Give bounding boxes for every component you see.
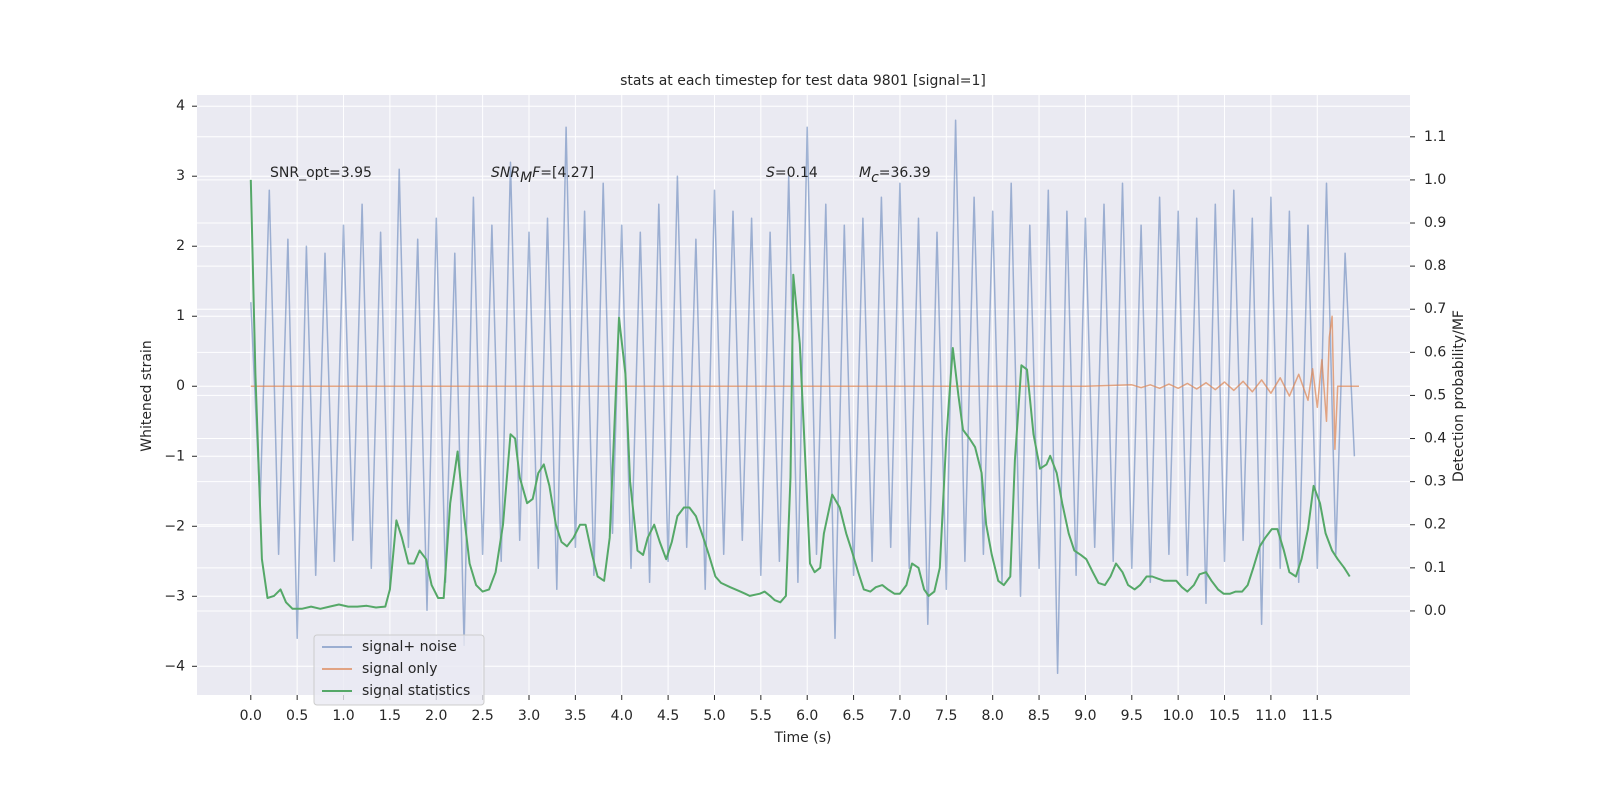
annotation-part: S bbox=[766, 165, 775, 181]
series-line bbox=[250, 315, 1359, 451]
x-tick-label: 8.5 bbox=[1028, 708, 1050, 724]
y2-tick-label: 0.3 bbox=[1424, 474, 1446, 490]
legend-box bbox=[313, 634, 485, 706]
annotation-part: SNR bbox=[491, 165, 520, 181]
x-tick-label: 3.5 bbox=[564, 708, 586, 724]
annotation-part: F bbox=[532, 165, 541, 181]
x-tick-label: 1.5 bbox=[379, 708, 401, 724]
x-tick-label: 6.0 bbox=[796, 708, 818, 724]
marks bbox=[249, 119, 1359, 675]
x-tick-label: 7.5 bbox=[935, 708, 957, 724]
y-tick-label: −3 bbox=[164, 588, 185, 604]
legend-label: signal statistics bbox=[362, 683, 470, 699]
annotation-part: M bbox=[859, 165, 871, 181]
y-tick-label: −1 bbox=[164, 448, 185, 464]
annotation: S=0.14 bbox=[766, 165, 818, 181]
series-line bbox=[249, 179, 1351, 610]
x-tick-label: 9.0 bbox=[1074, 708, 1096, 724]
y-tick-label: −2 bbox=[164, 518, 185, 534]
annotation: Mc=36.39 bbox=[859, 165, 931, 186]
y-tick-label: 4 bbox=[176, 98, 185, 114]
x-tick-label: 1.0 bbox=[332, 708, 354, 724]
x-tick-label: 3.0 bbox=[518, 708, 540, 724]
x-tick-label: 8.0 bbox=[982, 708, 1004, 724]
x-tick-label: 2.5 bbox=[471, 708, 493, 724]
y2-tick-label: 0.0 bbox=[1424, 603, 1446, 619]
y2-tick-label: 0.7 bbox=[1424, 301, 1446, 317]
x-tick-label: 10.5 bbox=[1209, 708, 1240, 724]
legend-label: signal+ noise bbox=[362, 639, 457, 655]
annotation-part: M bbox=[520, 170, 532, 186]
y-tick-label: −4 bbox=[164, 658, 185, 674]
annotation-part: c bbox=[871, 170, 879, 186]
y2-tick-label: 1.1 bbox=[1424, 129, 1446, 145]
x-axis-label: Time (s) bbox=[774, 730, 832, 746]
y-tick-label: 2 bbox=[176, 238, 185, 254]
chart-title: stats at each timestep for test data 980… bbox=[620, 73, 986, 89]
legend-label: signal only bbox=[362, 661, 437, 677]
x-tick-label: 2.0 bbox=[425, 708, 447, 724]
x-tick-label: 10.0 bbox=[1163, 708, 1194, 724]
annotation-part: =0.14 bbox=[775, 165, 818, 181]
x-tick-label: 0.5 bbox=[286, 708, 308, 724]
annotation-part: =36.39 bbox=[879, 165, 931, 181]
x-tick-label: 0.0 bbox=[240, 708, 262, 724]
x-tick-label: 7.0 bbox=[889, 708, 911, 724]
series-line bbox=[250, 119, 1356, 675]
x-tick-label: 5.5 bbox=[750, 708, 772, 724]
x-tick-label: 9.5 bbox=[1121, 708, 1143, 724]
y2-tick-label: 0.8 bbox=[1424, 258, 1446, 274]
x-tick-label: 11.5 bbox=[1302, 708, 1333, 724]
y2-tick-label: 0.5 bbox=[1424, 387, 1446, 403]
y-tick-label: 0 bbox=[176, 378, 185, 394]
y2-tick-label: 0.4 bbox=[1424, 431, 1446, 447]
x-tick-label: 6.5 bbox=[842, 708, 864, 724]
y2-tick-label: 0.2 bbox=[1424, 517, 1446, 533]
labels: 0.0 0.5 1.0 1.5 2.0 2.5 3.0 3.5 4.0 4.5 5.0 5.5 6.0 6… bbox=[164, 98, 1446, 724]
x-tick-label: 5.0 bbox=[703, 708, 725, 724]
y-tick-label: 1 bbox=[176, 308, 185, 324]
y2-tick-label: 1.0 bbox=[1424, 172, 1446, 188]
annotation: SNRMF=[4.27] bbox=[491, 165, 594, 186]
x-tick-label: 11.0 bbox=[1255, 708, 1286, 724]
y2-tick-label: 0.1 bbox=[1424, 560, 1446, 576]
y-axis-label: Whitened strain bbox=[139, 340, 155, 451]
annotation: SNR_opt=3.95 bbox=[270, 165, 372, 181]
x-tick-label: 4.5 bbox=[657, 708, 679, 724]
legend: signal+ noise signal only signal statistic… bbox=[313, 634, 485, 706]
y2-tick-label: 0.6 bbox=[1424, 344, 1446, 360]
y-tick-label: 3 bbox=[176, 168, 185, 184]
y2-tick-label: 0.9 bbox=[1424, 215, 1446, 231]
annotation-part: =[4.27] bbox=[540, 165, 594, 181]
x-tick-label: 4.0 bbox=[611, 708, 633, 724]
annotation-part: SNR_opt=3.95 bbox=[270, 165, 372, 181]
y2-axis-label: Detection probability/MF bbox=[1451, 310, 1467, 482]
